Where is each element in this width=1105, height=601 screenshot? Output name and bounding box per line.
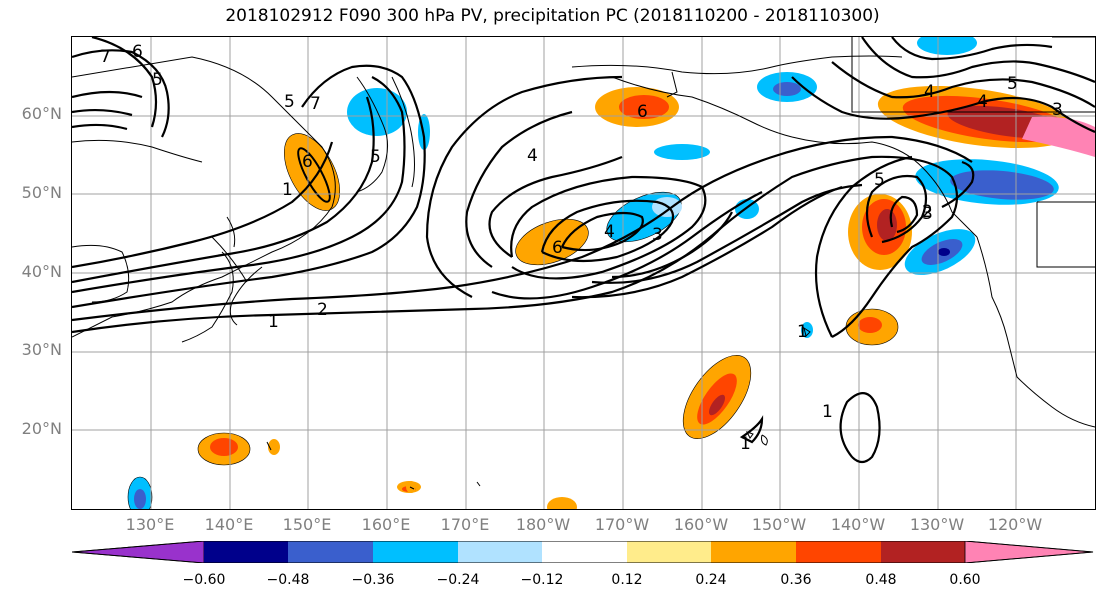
contour-label: 5 [152,70,163,90]
lon-label: 140°W [830,515,886,534]
colorbar-cell [288,541,373,563]
colorbar-tick-label: −0.60 [182,572,226,588]
colorbar-tick-label: 0.24 [695,572,727,588]
lat-label: 20°N [21,419,62,438]
colorbar-cell [373,541,458,563]
contour-label: 4 [977,92,988,112]
contour-label: 3 [922,204,933,224]
colorbar-tick-label: −0.24 [436,572,480,588]
contour-label: 6 [132,42,143,62]
lon-label: 160°W [673,515,729,534]
lon-label: 130°W [909,515,965,534]
colorbar-cell [458,541,542,563]
map-canvas: 6 7 5 5 7 1 6 4 5 4 3 2 1 6 5 4 3 2 1 1 … [72,37,1095,509]
colorbar-cell [627,541,711,563]
contour-label: 3 [652,225,663,245]
contour-label: 6 [552,238,563,258]
contour-label: 5 [1007,74,1018,94]
colorbar-cell [72,541,205,563]
coastlines [72,37,1095,490]
contour-label: 7 [310,94,321,114]
lon-label: 120°W [987,515,1043,534]
contour-label: 5 [874,170,885,190]
colorbar-cell [796,541,881,563]
colorbar-cell [964,541,1094,563]
precip-shading [127,37,1095,509]
colorbar [72,541,1094,563]
lat-label: 60°N [21,104,62,123]
colorbar-tick-label: 0.60 [949,572,981,588]
contour-label: 1 [268,312,279,332]
pv-contours [72,37,1095,464]
lon-label: 150°E [282,515,332,534]
contour-label: 6 [302,152,313,172]
colorbar-cell [542,541,627,563]
colorbar-tick-label: −0.36 [351,572,395,588]
lat-label: 30°N [21,340,62,359]
lat-label: 50°N [21,183,62,202]
colorbar-tick-label: 0.36 [780,572,812,588]
colorbar-cell [711,541,796,563]
contour-label: 3 [1052,100,1063,120]
contour-label: 2 [317,300,328,320]
contour-label: 4 [604,222,615,242]
contour-label: 4 [527,146,538,166]
lat-label: 40°N [21,262,62,281]
lon-label: 150°W [751,515,807,534]
contour-label: 6 [637,102,648,122]
lon-label: 170°W [594,515,650,534]
contour-label: 1 [282,180,293,200]
contour-label: 2 [922,202,933,222]
map-panel: 6 7 5 5 7 1 6 4 5 4 3 2 1 6 5 4 3 2 1 1 … [71,36,1096,510]
contour-label: 1 [822,402,833,422]
colorbar-outline [72,541,1094,563]
contour-labels: 6 7 5 5 7 1 6 4 5 4 3 2 1 6 5 4 3 2 1 1 … [100,42,1063,454]
figure-title: 2018102912 F090 300 hPa PV, precipitatio… [225,6,880,26]
colorbar-tick-label: 0.12 [611,572,643,588]
lon-label: 160°E [361,515,411,534]
contour-label: 5 [370,147,381,167]
contour-label: 4 [924,82,935,102]
lon-label: 180°W [515,515,571,534]
contour-label: 1 [797,322,808,342]
colorbar-tick-label: 0.48 [865,572,897,588]
contour-label: 7 [100,47,111,67]
lon-label: 130°E [125,515,175,534]
colorbar-cell [204,541,288,563]
colorbar-cell [881,541,965,563]
colorbar-tick-label: −0.48 [266,572,310,588]
colorbar-tick-label: −0.12 [520,572,564,588]
contour-label: 1 [740,434,751,454]
lon-label: 140°E [204,515,254,534]
contour-label: 5 [284,92,295,112]
lon-label: 170°E [440,515,490,534]
